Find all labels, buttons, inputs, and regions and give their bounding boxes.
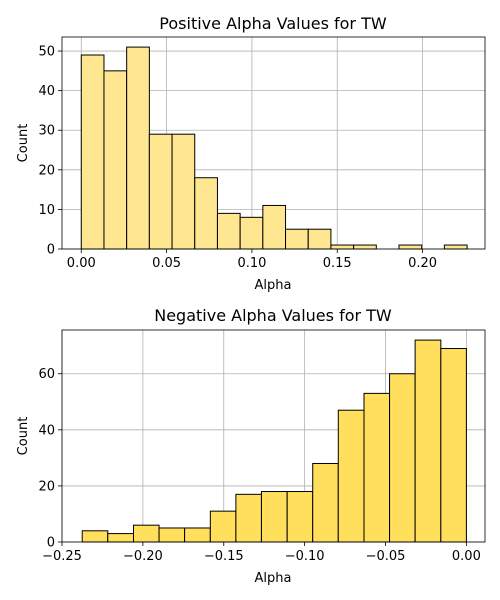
x-tick-label: 0.00	[67, 256, 96, 271]
histogram-bar	[126, 46, 150, 250]
histogram-bar	[81, 530, 109, 543]
x-tick-label: −0.05	[366, 549, 406, 564]
histogram-bar	[107, 533, 134, 543]
y-tick-label: 50	[38, 45, 55, 60]
histogram-bar	[171, 133, 196, 250]
histogram-bar	[414, 339, 442, 543]
histogram-bar	[440, 348, 467, 543]
x-tick-label: 0.00	[452, 549, 481, 564]
plot-area: −0.25 −0.20 −0.15 −0.10 −0.05 0.00 0 20 40 60	[38, 329, 486, 564]
histogram-bar	[80, 54, 105, 250]
histogram-bar	[132, 524, 160, 543]
y-axis-label: Count	[16, 417, 31, 456]
plot-area: 0.00 0.05 0.10 0.15 0.20 0 10 20 30 40 50	[38, 36, 486, 271]
histogram-bar	[158, 527, 186, 543]
y-tick-label: 0	[47, 536, 55, 551]
y-tick-label: 10	[38, 203, 55, 218]
axes-frame	[61, 36, 486, 250]
histogram-bar	[262, 204, 287, 250]
histogram-bar	[363, 392, 391, 543]
histogram-bar	[216, 212, 241, 250]
x-tick-label: 0.15	[323, 256, 352, 271]
x-tick-label: −0.20	[123, 549, 163, 564]
y-tick-label: 40	[38, 423, 55, 438]
y-tick-label: 20	[38, 163, 55, 178]
histogram-bar	[285, 228, 309, 250]
chart-title: Negative Alpha Values for TW	[154, 306, 392, 325]
y-tick-label: 0	[47, 243, 55, 258]
axes-frame	[61, 329, 486, 543]
histogram-bar	[337, 409, 365, 543]
negative-alpha-histogram: Negative Alpha Values for TW −0.25 −0.20−…	[16, 306, 486, 586]
histogram-bar	[353, 244, 377, 250]
histogram-bar	[235, 493, 262, 543]
histogram-bar	[260, 491, 288, 543]
y-tick-label: 20	[38, 479, 55, 494]
x-axis-label: Alpha	[255, 571, 292, 586]
y-axis-label: Count	[16, 124, 31, 163]
histogram-bar	[286, 491, 314, 543]
y-tick-label: 40	[38, 84, 55, 99]
positive-alpha-histogram: Positive Alpha Values for TW 0.00 0.05 0.1…	[16, 14, 486, 293]
x-tick-label: 0.20	[408, 256, 437, 271]
histogram-bar	[184, 527, 211, 543]
histogram-bar	[330, 244, 355, 250]
histogram-bar	[148, 133, 173, 250]
x-tick-label: 0.10	[237, 256, 266, 271]
y-tick-label: 60	[38, 367, 55, 382]
x-tick-label: 0.05	[152, 256, 181, 271]
histogram-bar	[194, 177, 218, 250]
histogram-bar	[307, 228, 332, 250]
chart-title: Positive Alpha Values for TW	[159, 14, 387, 33]
histogram-bar	[239, 216, 264, 250]
histogram-bar	[389, 373, 416, 543]
x-tick-label: −0.25	[42, 549, 82, 564]
histogram-bar	[398, 244, 423, 250]
histogram-bar	[312, 462, 339, 543]
x-tick-label: −0.10	[285, 549, 325, 564]
y-tick-label: 30	[38, 124, 55, 139]
x-tick-label: −0.15	[204, 549, 244, 564]
histogram-bar	[209, 510, 237, 543]
histogram-bar	[443, 244, 468, 250]
x-axis-label: Alpha	[255, 278, 292, 293]
histogram-bar	[103, 70, 128, 250]
